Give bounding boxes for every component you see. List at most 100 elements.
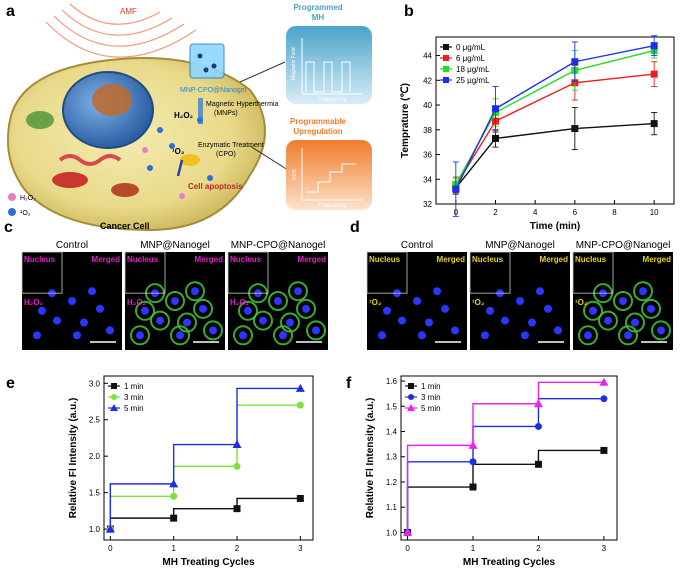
nucleus-dot: [441, 304, 449, 313]
x-axis-label: MH Treating Cycles: [463, 557, 556, 568]
x-tick-label: 10: [650, 208, 659, 217]
green-signal: [651, 320, 671, 341]
nucleus-dot: [536, 287, 544, 296]
series-line: [455, 44, 655, 190]
nucleus-dot: [528, 318, 536, 327]
data-point: [468, 440, 478, 449]
x-axis-label: Time (min): [530, 221, 580, 232]
x-tick-label: 6: [573, 208, 578, 217]
x-tick-label: 0: [108, 544, 113, 553]
series-line: [109, 497, 301, 530]
legend-marker: [408, 394, 414, 400]
series-line: [455, 73, 655, 186]
legend-marker: [111, 383, 117, 389]
mitochondria-icon: [52, 172, 88, 188]
enz-sub-label: (CPO): [216, 151, 236, 158]
legend-label: 1 min: [421, 382, 441, 391]
nanogel-label: MNP-CPO@Nanogel: [180, 87, 247, 94]
nucleus-dot: [544, 304, 552, 313]
series-1-min: [404, 446, 608, 536]
data-point: [492, 134, 499, 142]
series-5-min: [105, 383, 305, 533]
nucleus-dot: [259, 316, 267, 325]
series-line: [406, 398, 604, 533]
series-5-min: [403, 377, 609, 536]
legend-label: 25 μg/mL: [456, 76, 490, 85]
green-signal: [238, 300, 258, 321]
series-1-min: [106, 494, 304, 533]
nucleus-dot: [413, 297, 421, 305]
plot-frame: [400, 375, 618, 541]
green-signal: [641, 298, 661, 319]
plot-frame: [435, 36, 675, 205]
series-line: [109, 387, 301, 530]
nucleus-dot: [294, 287, 302, 296]
nucleus-dot: [191, 287, 199, 296]
enz-label: Enzymatic Treatment: [198, 142, 264, 149]
nucleus-dot: [604, 316, 612, 325]
series-line: [406, 449, 604, 533]
green-signal: [150, 310, 170, 331]
legend-o2: ¹O₂: [20, 210, 31, 217]
green-signal: [583, 300, 603, 321]
nucleus-dot: [647, 304, 655, 313]
prog-up-title: Programmable: [290, 117, 347, 126]
series-25-μg/mL: [452, 35, 658, 217]
nanogel-icon: [186, 42, 226, 82]
y-tick-label: 32: [423, 200, 432, 209]
plot-frame: [103, 375, 314, 541]
amf-field-icon: [45, 3, 197, 58]
y-tick-label: 1.3: [386, 453, 398, 462]
series-line: [109, 404, 301, 530]
column-header: Control: [401, 240, 433, 251]
inset-frame: [227, 251, 269, 294]
nucleus-dot: [521, 331, 529, 340]
x-tick-label: 3: [602, 544, 607, 553]
nucleus-dot: [433, 287, 441, 296]
nucleus-dot: [383, 306, 391, 315]
y-tick-label: 2.0: [89, 452, 101, 461]
probe-label: H₂O₂: [127, 298, 147, 307]
legend-marker: [443, 44, 449, 50]
nucleus-dot: [418, 331, 426, 340]
legend-marker: [408, 383, 414, 389]
y-tick-label: 1.6: [386, 377, 398, 386]
data-point: [296, 401, 304, 409]
legend-label: 5 min: [124, 404, 144, 413]
h2o2-legend-icon: [8, 193, 16, 201]
nucleus-dot: [274, 297, 282, 305]
data-point: [170, 492, 178, 500]
data-point: [492, 105, 499, 113]
data-point: [403, 527, 413, 536]
nucleus-dot: [171, 297, 179, 305]
legend-label: 3 min: [421, 393, 441, 402]
nucleus-dot: [106, 326, 114, 335]
nucleus-dot: [80, 318, 88, 327]
nucleus-dot: [199, 304, 207, 313]
data-point: [599, 377, 609, 386]
legend-marker: [443, 55, 449, 61]
series-0-μg/mL: [452, 107, 658, 195]
data-point: [571, 125, 579, 133]
x-tick-label: 2: [235, 544, 240, 553]
data-point: [296, 494, 304, 502]
legend-marker: [443, 66, 449, 72]
data-point: [534, 460, 542, 468]
legend-label: 6 μg/mL: [456, 54, 486, 63]
y-tick-label: 38: [423, 126, 432, 135]
nucleus-dot: [554, 326, 562, 335]
nucleus-dot: [96, 304, 104, 313]
x-tick-label: 3: [298, 544, 303, 553]
y-tick-label: 1.2: [386, 478, 398, 487]
series-line: [406, 381, 604, 533]
prog-mh-title: Programmed: [293, 3, 342, 12]
x-axis-label: MH Treating Cycles: [162, 557, 255, 568]
nucleus-dot: [481, 331, 489, 340]
nucleus-dot: [239, 331, 247, 340]
prog-mh-xlabel: Frequency: [318, 97, 346, 103]
y-tick-label: 36: [423, 151, 432, 160]
nucleus-label: Nucleus: [127, 255, 159, 264]
nucleus-dot: [486, 306, 494, 315]
merged-label: Merged: [92, 255, 121, 264]
